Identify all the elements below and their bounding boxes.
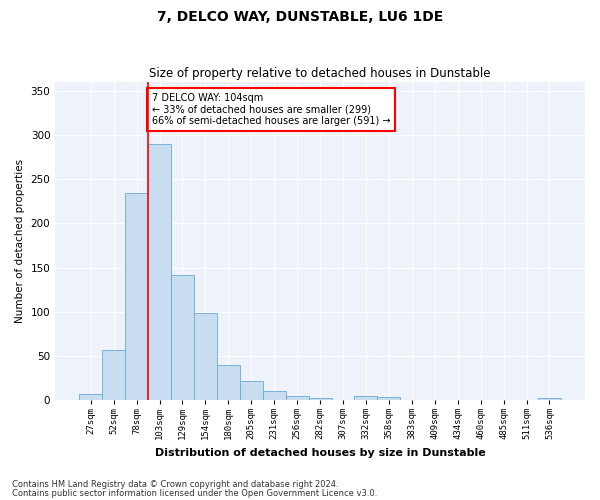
Bar bbox=[377, 398, 400, 400]
Bar bbox=[538, 398, 561, 400]
Y-axis label: Number of detached properties: Number of detached properties bbox=[15, 159, 25, 323]
Title: Size of property relative to detached houses in Dunstable: Size of property relative to detached ho… bbox=[149, 66, 491, 80]
Bar bbox=[194, 314, 217, 400]
Bar bbox=[148, 144, 171, 400]
Text: 7 DELCO WAY: 104sqm
← 33% of detached houses are smaller (299)
66% of semi-detac: 7 DELCO WAY: 104sqm ← 33% of detached ho… bbox=[151, 92, 390, 126]
Bar bbox=[240, 380, 263, 400]
Text: 7, DELCO WAY, DUNSTABLE, LU6 1DE: 7, DELCO WAY, DUNSTABLE, LU6 1DE bbox=[157, 10, 443, 24]
Bar bbox=[308, 398, 332, 400]
Bar bbox=[171, 276, 194, 400]
Bar bbox=[79, 394, 102, 400]
Text: Contains public sector information licensed under the Open Government Licence v3: Contains public sector information licen… bbox=[12, 488, 377, 498]
Bar bbox=[125, 194, 148, 400]
Text: Contains HM Land Registry data © Crown copyright and database right 2024.: Contains HM Land Registry data © Crown c… bbox=[12, 480, 338, 489]
Bar bbox=[217, 364, 240, 400]
Bar bbox=[355, 396, 377, 400]
X-axis label: Distribution of detached houses by size in Dunstable: Distribution of detached houses by size … bbox=[155, 448, 485, 458]
Bar bbox=[263, 391, 286, 400]
Bar bbox=[286, 396, 308, 400]
Bar bbox=[102, 350, 125, 400]
